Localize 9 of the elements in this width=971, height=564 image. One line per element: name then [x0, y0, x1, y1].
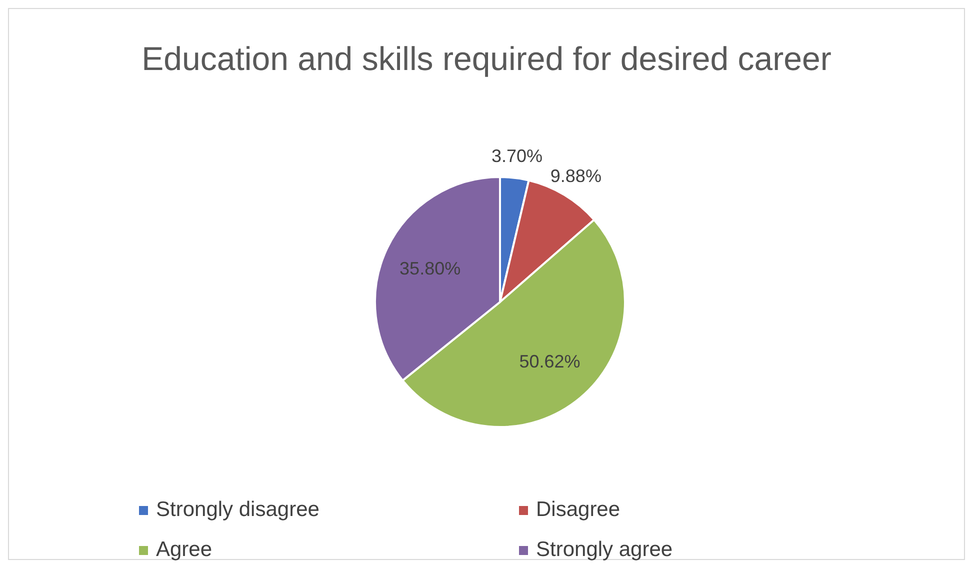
data-label: 50.62%: [519, 351, 580, 372]
data-label: 9.88%: [550, 166, 602, 186]
legend-label: Disagree: [536, 498, 620, 522]
legend-label: Agree: [156, 538, 212, 562]
data-label: 3.70%: [492, 146, 543, 166]
legend-label: Strongly agree: [536, 538, 673, 562]
legend-label: Strongly disagree: [156, 498, 320, 522]
chart-title: Education and skills required for desired career: [140, 39, 832, 79]
data-label: 35.80%: [400, 258, 461, 279]
